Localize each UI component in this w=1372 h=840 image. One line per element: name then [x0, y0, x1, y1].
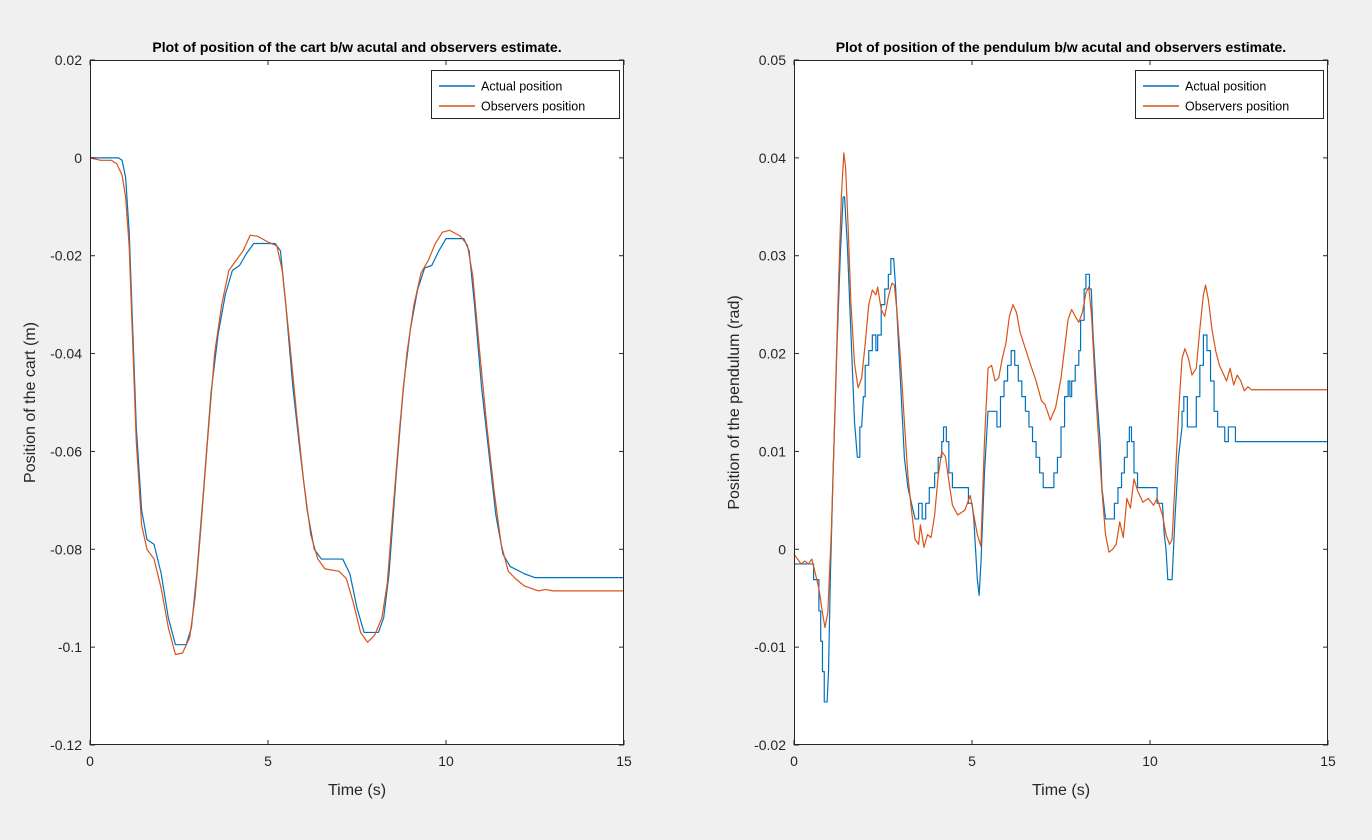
- cart-y-axis-label: Position of the cart (m): [22, 322, 39, 483]
- pendulum-y-tick-label: -0.01: [754, 639, 786, 655]
- pendulum-position-plot: 0 5 10 15 -0.02 -0.01 0 0.01 0.02 0.03 0.04 0.05 P…: [726, 39, 1336, 799]
- cart-x-tick-label: 5: [264, 753, 272, 769]
- pendulum-y-tick-label: 0.05: [759, 52, 786, 68]
- cart-y-ticks: -0.12 -0.1 -0.08 -0.06 -0.04 -0.02 0 0.02: [50, 52, 624, 753]
- cart-legend-label-actual: Actual position: [481, 80, 562, 94]
- pendulum-x-tick-label: 5: [968, 753, 976, 769]
- pendulum-plot-title: Plot of position of the pendulum b/w acu…: [836, 39, 1286, 55]
- cart-axes-box: [90, 60, 624, 745]
- pendulum-axes-box: [794, 60, 1328, 745]
- cart-y-tick-label: -0.12: [50, 737, 82, 753]
- pendulum-x-tick-label: 15: [1320, 753, 1336, 769]
- cart-position-plot: 0 5 10 15 -0.12 -0.1 -0.08 -0.06 -0.04 -0.02 0 0.0…: [22, 39, 632, 799]
- pendulum-y-axis-label: Position of the pendulum (rad): [726, 295, 743, 509]
- pendulum-x-ticks: 0 5 10 15: [790, 60, 1336, 769]
- cart-x-tick-label: 10: [438, 753, 454, 769]
- pendulum-y-ticks: -0.02 -0.01 0 0.01 0.02 0.03 0.04 0.05: [754, 52, 1328, 753]
- pendulum-legend-label-observer: Observers position: [1185, 100, 1289, 114]
- pendulum-axes-area: [794, 60, 1328, 745]
- cart-y-tick-label: -0.1: [58, 639, 82, 655]
- cart-y-tick-label: -0.08: [50, 541, 82, 557]
- cart-y-tick-label: 0: [74, 150, 82, 166]
- cart-series-layer: [89, 157, 624, 656]
- pendulum-x-tick-label: 10: [1142, 753, 1158, 769]
- pendulum-x-axis-label: Time (s): [1032, 782, 1090, 799]
- pendulum-y-tick-label: 0: [778, 541, 786, 557]
- pendulum-legend-label-actual: Actual position: [1185, 80, 1266, 94]
- pendulum-y-tick-label: 0.03: [759, 248, 786, 264]
- pendulum-y-tick-label: 0.02: [759, 346, 786, 362]
- cart-legend: Actual position Observers position: [431, 70, 620, 119]
- pendulum-series-layer: [793, 152, 1328, 703]
- cart-y-tick-label: -0.06: [50, 443, 82, 459]
- pendulum-y-tick-label: 0.04: [759, 150, 786, 166]
- pendulum-series-actual-line: [794, 196, 1328, 703]
- pendulum-y-tick-label: -0.02: [754, 737, 786, 753]
- pendulum-y-tick-label: 0.01: [759, 443, 786, 459]
- pendulum-legend-box: [1135, 70, 1324, 119]
- cart-legend-box: [431, 70, 620, 119]
- cart-x-ticks: 0 5 10 15: [86, 60, 632, 769]
- pendulum-series-observer-line: [793, 152, 1328, 629]
- cart-x-tick-label: 15: [616, 753, 632, 769]
- cart-x-tick-label: 0: [86, 753, 94, 769]
- cart-plot-title: Plot of position of the cart b/w acutal …: [152, 39, 561, 55]
- cart-y-tick-label: 0.02: [55, 52, 82, 68]
- pendulum-legend: Actual position Observers position: [1135, 70, 1324, 119]
- cart-axes-area: [90, 60, 624, 745]
- pendulum-x-tick-label: 0: [790, 753, 798, 769]
- cart-x-axis-label: Time (s): [328, 782, 386, 799]
- cart-series-observer-line: [89, 157, 624, 656]
- cart-legend-label-observer: Observers position: [481, 100, 585, 114]
- cart-y-tick-label: -0.02: [50, 248, 82, 264]
- cart-y-tick-label: -0.04: [50, 346, 82, 362]
